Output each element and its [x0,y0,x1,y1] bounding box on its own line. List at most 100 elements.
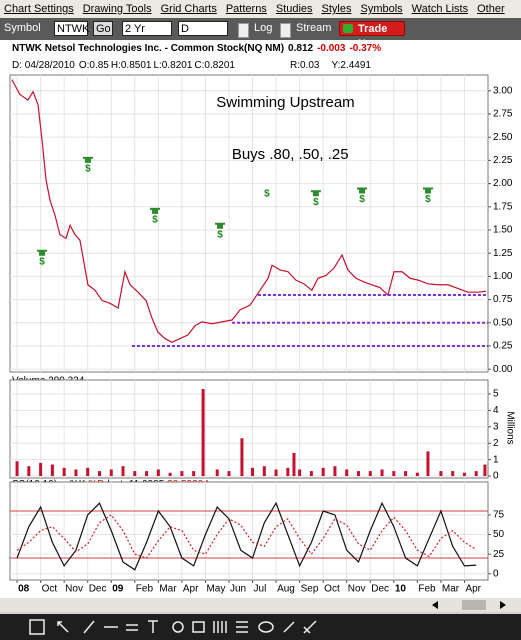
x-tick-label: Oct [42,584,58,595]
erase-tool[interactable] [303,620,317,634]
annotation: Swimming Upstream [216,94,354,111]
y-tick-label: 0.25 [493,341,513,352]
volume-bar [215,469,219,477]
y-tick-label: 3 [493,421,499,432]
select-tool[interactable] [29,619,45,635]
phone-icon [150,207,161,214]
volume-bar [404,471,408,477]
extra-info: R:0.03 Y:2.4491 [290,60,371,71]
y-tick-label: 2 [493,438,499,449]
volume-bar [97,471,101,477]
go-button[interactable]: Go [93,21,113,36]
grid-tool[interactable] [236,621,248,633]
series-line [16,501,477,571]
event-label: $ [152,215,158,226]
volume-bar [415,472,419,477]
low: L:0.8201 [153,60,192,71]
volume-bar [15,461,19,477]
volume-bar [321,467,325,477]
drawing-icons [29,619,317,635]
fib-tool[interactable] [213,621,227,633]
volume-bar [62,467,66,477]
x-tick-label: 08 [18,584,30,595]
volume-bar [286,467,290,477]
volume-bar [292,453,296,477]
volume-bar [333,466,337,477]
scroll-thumb[interactable] [462,600,486,610]
menu-item[interactable]: Styles [321,3,352,15]
x-tick-label: Dec [89,584,107,595]
pointer-tool[interactable] [57,621,69,633]
volume-bar [180,471,184,477]
volume-bar [240,438,244,477]
y-tick-label: 1.50 [493,225,513,236]
menu-item[interactable]: Watch Lists [411,3,469,15]
menu-item[interactable]: Chart Settings [4,3,74,15]
volume-bar [192,471,196,477]
menu-item[interactable]: Other [477,3,505,15]
volume-bar [145,471,149,477]
volume-bar [50,464,54,477]
x-tick-label: Jul [254,584,267,595]
lasso-tool[interactable] [258,621,274,633]
volume-bar [298,469,302,477]
trade-icon [343,24,353,33]
menu-item[interactable]: Symbols [360,3,403,15]
scroll-right[interactable] [500,601,506,609]
toolbar: Symbol NTWK Go 2 Yr D Log Stream Trade N… [0,18,521,50]
volume-bar [39,462,43,477]
x-tick-label: 09 [112,584,124,595]
menu-item[interactable]: Drawing Tools [82,3,152,15]
menu-item[interactable]: Studies [275,3,313,15]
volume-bar [109,469,113,477]
pen-tool[interactable] [283,621,295,633]
phone-icon [215,222,226,229]
menu-item[interactable]: Grid Charts [160,3,217,15]
chart-title: NTWK Netsol Technologies Inc. - Common S… [12,43,381,54]
channel-tool[interactable] [126,624,138,631]
symbol-input[interactable]: NTWK [54,21,89,36]
phone-icon [357,187,368,194]
circle-tool[interactable] [172,621,184,633]
volume-bar [251,467,255,477]
price-change-pct: -0.37% [349,43,381,54]
y-tick-label: 0.00 [493,364,513,375]
x-tick-label: Oct [324,584,340,595]
x-tick-label: Apr [183,584,199,595]
series-line [11,79,486,343]
text-tool[interactable] [148,620,158,633]
volume-bar [368,471,372,477]
annotation: Buys .80, .50, .25 [232,146,349,163]
x-tick-label: Mar [159,584,177,595]
volume-bar [462,472,466,477]
interval-select[interactable]: D [178,21,228,36]
scrollbar-arrows [432,600,506,610]
chart: NTWK Netsol Technologies Inc. - Common S… [0,40,521,598]
menu-item[interactable]: Patterns [225,3,267,15]
volume-bar [474,471,478,477]
y-tick-label: 1.25 [493,248,513,259]
stream-checkbox[interactable] [280,23,291,38]
volume-bar [133,471,137,477]
volume-bar [439,471,443,477]
scrollbar[interactable] [0,598,521,612]
volume-bar [86,467,90,477]
security-name: NTWK Netsol Technologies Inc. - Common S… [12,43,284,54]
volume-bar [274,469,278,477]
event-label: $ [39,256,45,267]
volume-bar [356,471,360,477]
open: O:0.85 [79,60,109,71]
y-tick-label: 4 [493,405,499,416]
phone-icon [310,190,321,197]
line-tool[interactable] [83,620,95,634]
rect-tool[interactable] [192,621,205,633]
scroll-left[interactable] [432,601,438,609]
log-checkbox[interactable] [238,23,249,38]
x-tick-label: Jun [230,584,246,595]
range: R:0.03 [290,60,320,71]
event-label: $ [264,189,270,200]
volume-axis-title: Millions [504,411,515,444]
period-select[interactable]: 2 Yr [122,21,172,36]
y-tick-label: 0 [493,471,499,482]
event-label: $ [217,229,223,240]
